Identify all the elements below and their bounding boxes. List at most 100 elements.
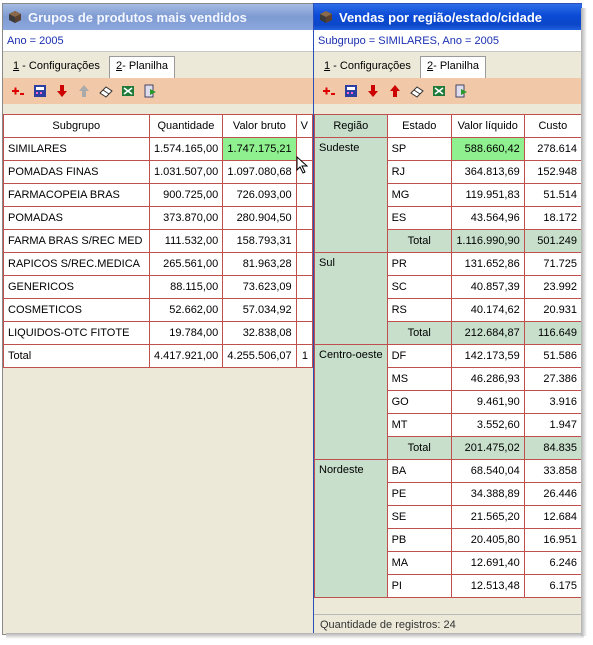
cell-custo[interactable]: 6.246: [523, 551, 582, 575]
cell-custo[interactable]: 152.948: [523, 160, 582, 184]
cell-valor-bruto[interactable]: 280.904,50: [222, 206, 297, 230]
cell-quantidade[interactable]: 900.725,00: [148, 183, 224, 207]
arrow-up-icon[interactable]: [386, 82, 404, 100]
cell-estado[interactable]: Total: [386, 321, 452, 345]
cell-custo[interactable]: 1.947: [523, 413, 582, 437]
table-row[interactable]: RAPICOS S/REC.MEDICA 265.561,00 81.963,28: [3, 252, 313, 276]
cell-estado[interactable]: SC: [386, 275, 452, 299]
cell-extra[interactable]: [295, 298, 313, 322]
cell-subgrupo[interactable]: Total: [3, 344, 150, 368]
cell-valor-liquido[interactable]: 34.388,89: [450, 482, 525, 506]
cell-custo[interactable]: 33.858: [523, 459, 582, 483]
cell-valor-liquido[interactable]: 12.691,40: [450, 551, 525, 575]
table-row[interactable]: Total 4.417.921,00 4.255.506,07 1: [3, 344, 313, 368]
table-row[interactable]: PI 12.513,48 6.175: [315, 574, 582, 598]
cell-valor-bruto[interactable]: 158.793,31: [222, 229, 297, 253]
cell-custo[interactable]: 3.916: [523, 390, 582, 414]
table-row[interactable]: GENERICOS 88.115,00 73.623,09: [3, 275, 313, 299]
table-row[interactable]: Total 212.684,87 116.649: [315, 321, 582, 345]
cell-custo[interactable]: 71.725: [523, 252, 582, 276]
cell-estado[interactable]: SP: [386, 137, 452, 161]
column-header-subgrupo[interactable]: Subgrupo: [3, 114, 150, 138]
cell-valor-liquido[interactable]: 40.857,39: [450, 275, 525, 299]
cell-valor-liquido[interactable]: 46.286,93: [450, 367, 525, 391]
cell-valor-liquido[interactable]: 201.475,02: [450, 436, 525, 460]
column-header-custo[interactable]: Custo: [523, 114, 582, 138]
cell-valor-liquido[interactable]: 40.174,62: [450, 298, 525, 322]
table-row[interactable]: MG 119.951,83 51.514: [315, 183, 582, 207]
cell-quantidade[interactable]: 52.662,00: [148, 298, 224, 322]
tab-configuracoes[interactable]: 1 - Configurações: [13, 60, 100, 72]
export-icon[interactable]: [452, 82, 470, 100]
table-row[interactable]: LIQUIDOS-OTC FITOTE 19.784,00 32.838,08: [3, 321, 313, 345]
cell-extra[interactable]: [295, 183, 313, 207]
cell-estado[interactable]: PR: [386, 252, 452, 276]
cell-valor-bruto[interactable]: 1.097.080,68: [222, 160, 297, 184]
cell-valor-liquido[interactable]: 3.552,60: [450, 413, 525, 437]
window-vendas[interactable]: Vendas por região/estado/cidade Subgrupo…: [313, 3, 582, 635]
arrow-up-icon[interactable]: [75, 82, 93, 100]
column-header-v[interactable]: V: [295, 114, 313, 138]
cell-estado[interactable]: GO: [386, 390, 452, 414]
cell-subgrupo[interactable]: POMADAS FINAS: [3, 160, 150, 184]
table-row[interactable]: RJ 364.813,69 152.948: [315, 160, 582, 184]
cell-valor-liquido[interactable]: 68.540,04: [450, 459, 525, 483]
tab-configuracoes[interactable]: 1 - Configurações: [324, 60, 411, 72]
cell-valor-liquido[interactable]: 21.565,20: [450, 505, 525, 529]
cell-valor-bruto[interactable]: 32.838,08: [222, 321, 297, 345]
table-row[interactable]: Nordeste BA 68.540,04 33.858: [314, 459, 582, 598]
cell-valor-bruto[interactable]: 1.747.175,21: [222, 137, 297, 161]
table-row[interactable]: COSMETICOS 52.662,00 57.034,92: [3, 298, 313, 322]
table-row[interactable]: Sul PR 131.652,86 71.725: [314, 252, 582, 345]
title-bar[interactable]: Vendas por região/estado/cidade: [314, 4, 582, 30]
cell-quantidade[interactable]: 265.561,00: [148, 252, 224, 276]
grid-subgrupos[interactable]: Subgrupo Quantidade Valor bruto V SIMILA…: [3, 114, 313, 368]
cell-valor-bruto[interactable]: 73.623,09: [222, 275, 297, 299]
cell-estado[interactable]: BA: [386, 459, 452, 483]
cell-custo[interactable]: 501.249: [523, 229, 582, 253]
cell-estado[interactable]: DF: [386, 344, 452, 368]
cell-regiao[interactable]: Nordeste: [314, 459, 388, 598]
cell-estado[interactable]: PI: [386, 574, 452, 598]
table-row[interactable]: SE 21.565,20 12.684: [315, 505, 582, 529]
cell-extra[interactable]: [295, 229, 313, 253]
cell-valor-liquido[interactable]: 142.173,59: [450, 344, 525, 368]
table-row[interactable]: RS 40.174,62 20.931: [315, 298, 582, 322]
cell-valor-bruto[interactable]: 726.093,00: [222, 183, 297, 207]
column-header-valor-bruto[interactable]: Valor bruto: [222, 114, 297, 138]
add-filter-icon[interactable]: [320, 82, 338, 100]
table-row[interactable]: FARMACOPEIA BRAS 900.725,00 726.093,00: [3, 183, 313, 207]
cell-custo[interactable]: 6.175: [523, 574, 582, 598]
cell-custo[interactable]: 116.649: [523, 321, 582, 345]
cell-valor-liquido[interactable]: 20.405,80: [450, 528, 525, 552]
cell-custo[interactable]: 26.446: [523, 482, 582, 506]
cell-estado[interactable]: PB: [386, 528, 452, 552]
table-row[interactable]: SC 40.857,39 23.992: [315, 275, 582, 299]
cell-regiao[interactable]: Sul: [314, 252, 388, 345]
cell-estado[interactable]: MS: [386, 367, 452, 391]
cell-estado[interactable]: RS: [386, 298, 452, 322]
cell-quantidade[interactable]: 111.532,00: [148, 229, 224, 253]
table-row[interactable]: MA 12.691,40 6.246: [315, 551, 582, 575]
cell-extra[interactable]: [295, 252, 313, 276]
title-bar[interactable]: Grupos de produtos mais vendidos: [3, 4, 313, 30]
cell-estado[interactable]: ES: [386, 206, 452, 230]
grid-regioes[interactable]: Região Estado Valor líquido Custo Sudest…: [314, 114, 582, 598]
table-row[interactable]: Centro-oeste DF 142.173,59 51.586: [314, 344, 582, 460]
calculator-icon[interactable]: [31, 82, 49, 100]
cell-custo[interactable]: 20.931: [523, 298, 582, 322]
cell-quantidade[interactable]: 88.115,00: [148, 275, 224, 299]
cell-quantidade[interactable]: 1.574.165,00: [148, 137, 224, 161]
table-row[interactable]: GO 9.461,90 3.916: [315, 390, 582, 414]
cell-subgrupo[interactable]: LIQUIDOS-OTC FITOTE: [3, 321, 150, 345]
table-row[interactable]: SIMILARES 1.574.165,00 1.747.175,21: [3, 137, 313, 161]
cell-quantidade[interactable]: 373.870,00: [148, 206, 224, 230]
cell-valor-liquido[interactable]: 119.951,83: [450, 183, 525, 207]
cell-custo[interactable]: 84.835: [523, 436, 582, 460]
cell-custo[interactable]: 51.514: [523, 183, 582, 207]
cell-estado[interactable]: Total: [386, 229, 452, 253]
cell-estado[interactable]: SE: [386, 505, 452, 529]
cell-custo[interactable]: 12.684: [523, 505, 582, 529]
table-row[interactable]: ES 43.564,96 18.172: [315, 206, 582, 230]
eraser-icon[interactable]: [97, 82, 115, 100]
